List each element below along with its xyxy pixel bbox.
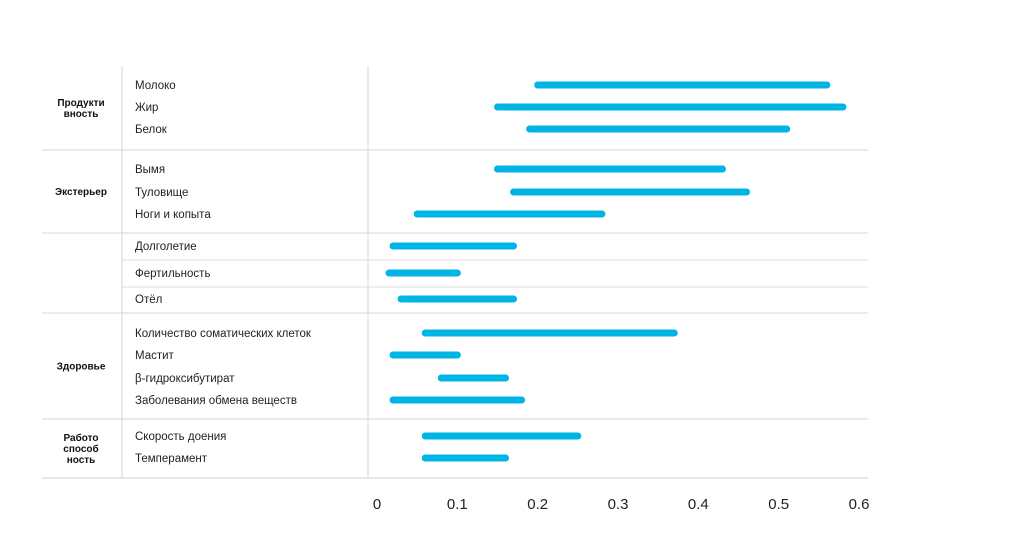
group-label-line: Экстерьер	[55, 187, 107, 198]
item-label: Мастит	[135, 350, 175, 362]
x-tick-label: 0.5	[768, 496, 789, 513]
item-label: Долголетие	[135, 241, 197, 253]
item-label: Фертильность	[135, 268, 210, 280]
item-label: Отёл	[135, 294, 162, 306]
item-label: Количество соматических клеток	[135, 328, 312, 340]
group-label-line: Продукти	[57, 98, 104, 109]
item-label: Вымя	[135, 164, 165, 176]
item-label: Жир	[135, 102, 158, 114]
group-labels: Продукти вность Экстерьер Здоровье Работо спо…	[55, 98, 107, 466]
item-label: Заболевания обмена веществ	[135, 395, 297, 407]
x-tick-label: 0	[373, 496, 381, 513]
x-axis-ticks: 0 0.1 0.2 0.3 0.4 0.5 0.6	[373, 496, 870, 513]
item-label: Скорость доения	[135, 431, 226, 443]
item-label: Ноги и копыта	[135, 209, 211, 221]
x-tick-label: 0.1	[447, 496, 468, 513]
x-tick-label: 0.6	[849, 496, 870, 513]
item-labels: Молоко Жир Белок Вымя Туловище Ноги и копыта Д…	[135, 80, 312, 465]
group-label: Здоровье	[57, 362, 106, 373]
table-grid	[42, 66, 868, 479]
item-label: Туловище	[135, 187, 188, 199]
group-label-line: вность	[64, 109, 99, 120]
x-tick-label: 0.3	[608, 496, 629, 513]
group-label-line: способ	[63, 443, 98, 455]
x-tick-label: 0.2	[527, 496, 548, 513]
item-label: Белок	[135, 124, 168, 136]
item-label: Молоко	[135, 80, 176, 92]
item-label: Темперамент	[135, 453, 208, 465]
bars	[385, 81, 847, 462]
group-label-line: Здоровье	[57, 362, 106, 373]
x-tick-label: 0.4	[688, 496, 709, 513]
group-label: Продукти вность	[57, 98, 104, 120]
group-label: Работо способ ность	[63, 432, 98, 466]
group-label-line: ность	[67, 455, 96, 466]
item-label: β-гидроксибутират	[135, 373, 235, 385]
group-label-line: Работо	[63, 432, 98, 444]
group-label: Экстерьер	[55, 187, 107, 198]
